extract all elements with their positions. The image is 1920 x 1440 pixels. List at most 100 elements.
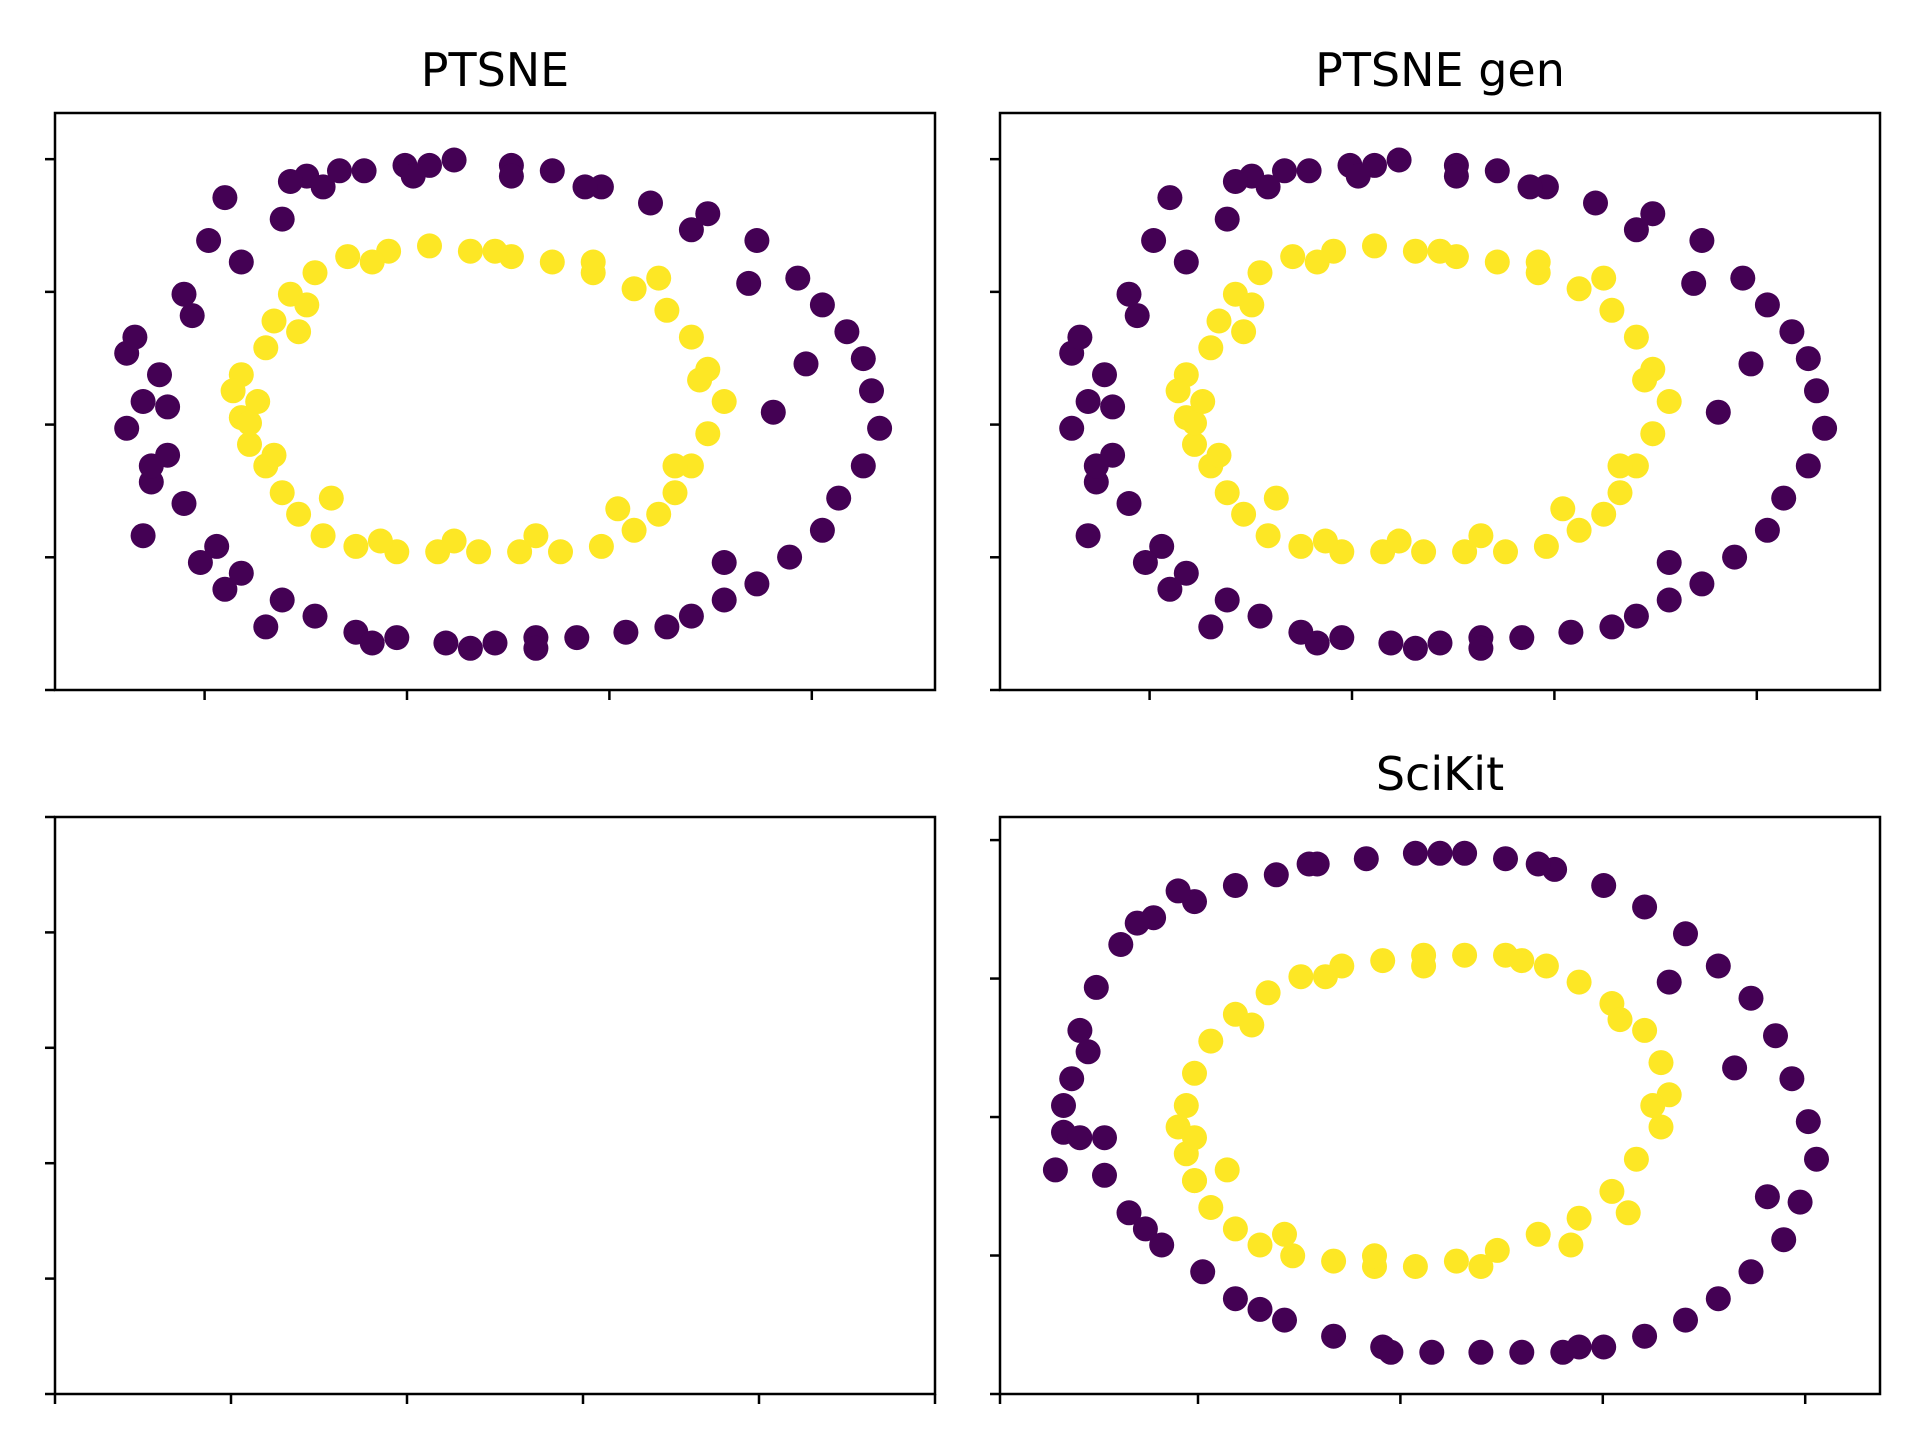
scatter-point-outer	[1165, 878, 1191, 904]
panel-ptsne-gen: PTSNE gen	[990, 43, 1882, 700]
scatter-point-outer	[1722, 1055, 1748, 1081]
scatter-point-inner	[1263, 485, 1289, 511]
scatter-point-outer	[1656, 550, 1682, 575]
scatter-point-outer	[1730, 265, 1756, 291]
scatter-point-outer	[1386, 147, 1412, 173]
scatter-point-inner	[1190, 389, 1216, 414]
scatter-point-inner	[335, 244, 361, 270]
scatter-point-inner	[1452, 539, 1478, 565]
scatter-point-inner	[1312, 528, 1338, 554]
scatter-point-inner	[1468, 523, 1494, 549]
scatter-point-outer	[1247, 603, 1273, 629]
scatter-point-outer	[736, 270, 762, 296]
scatter-point-outer	[867, 415, 893, 441]
scatter-point-outer	[785, 265, 811, 291]
scatter-point-outer	[1092, 1162, 1117, 1188]
scatter-point-outer	[1771, 1227, 1797, 1253]
scatter-point-inner	[1198, 1028, 1224, 1054]
panel-title: PTSNE gen	[1315, 43, 1565, 97]
scatter-point-outer	[1468, 1339, 1494, 1365]
scatter-point-outer	[1509, 625, 1535, 651]
scatter-point-outer	[1092, 362, 1117, 388]
scatter-point-outer	[1132, 1216, 1158, 1242]
scatter-point-inner	[1452, 942, 1478, 968]
scatter-point-inner	[1607, 480, 1633, 506]
scatter-point-outer	[1124, 303, 1150, 329]
axis-ticks	[45, 157, 814, 700]
scatter-point-outer	[638, 190, 663, 216]
scatter-point-outer	[744, 228, 770, 253]
scatter-point-inner	[261, 442, 287, 468]
scatter-point-inner	[1247, 1232, 1273, 1258]
scatter-point-outer	[1149, 533, 1175, 559]
scatter-point-outer	[1623, 603, 1649, 629]
scatter-point-inner	[1427, 238, 1453, 264]
scatter-point-inner	[1255, 980, 1281, 1006]
scatter-point-inner	[1288, 964, 1314, 990]
scatter-points	[1042, 840, 1829, 1365]
scatter-point-outer	[711, 587, 737, 613]
scatter-point-outer	[1689, 571, 1715, 597]
scatter-point-outer	[695, 201, 721, 227]
scatter-point-outer	[1378, 630, 1404, 656]
scatter-point-outer	[539, 158, 565, 184]
scatter-point-inner	[457, 238, 483, 264]
panel-ptsne: PTSNE	[45, 43, 937, 700]
scatter-point-outer	[269, 206, 295, 232]
scatter-point-outer	[1525, 851, 1551, 877]
scatter-point-outer	[179, 303, 205, 329]
scatter-point-outer	[228, 560, 254, 586]
scatter-point-outer	[204, 533, 230, 559]
scatter-point-outer	[1632, 1323, 1658, 1349]
scatter-point-outer	[760, 399, 786, 425]
scatter-point-inner	[646, 501, 672, 527]
scatter-point-outer	[384, 625, 410, 651]
scatter-point-outer	[1075, 523, 1101, 549]
scatter-point-inner	[695, 421, 721, 447]
scatter-point-outer	[809, 292, 835, 318]
scatter-point-inner	[1206, 308, 1232, 334]
scatter-point-outer	[564, 625, 590, 651]
scatter-point-outer	[1509, 1339, 1535, 1365]
scatter-point-outer	[678, 217, 704, 243]
scatter-point-inner	[1640, 421, 1666, 447]
scatter-point-outer	[1157, 185, 1183, 211]
scatter-point-outer	[1198, 614, 1224, 640]
scatter-point-outer	[1623, 217, 1649, 243]
scatter-point-outer	[1689, 228, 1715, 253]
scatter-point-outer	[130, 523, 156, 549]
scatter-point-outer	[744, 571, 770, 597]
scatter-point-outer	[114, 415, 140, 441]
scatter-point-outer	[1493, 846, 1518, 872]
scatter-point-inner	[662, 480, 688, 506]
scatter-point-inner	[1623, 1146, 1649, 1172]
scatter-point-outer	[1100, 394, 1126, 420]
scatter-point-inner	[1411, 539, 1437, 565]
scatter-point-inner	[1402, 238, 1428, 264]
scatter-point-outer	[1763, 1023, 1788, 1049]
scatter-point-outer	[1484, 158, 1510, 184]
scatter-point-inner	[1402, 1254, 1428, 1279]
scatter-point-inner	[1239, 292, 1265, 318]
scatter-point-outer	[212, 576, 238, 602]
scatter-point-outer	[1067, 324, 1093, 350]
scatter-point-outer	[1812, 415, 1838, 441]
scatter-point-inner	[417, 233, 442, 259]
scatter-point-outer	[1468, 635, 1494, 661]
scatter-point-outer	[1116, 281, 1142, 307]
scatter-point-inner	[1533, 953, 1559, 979]
scatter-point-inner	[1386, 528, 1412, 554]
scatter-point-outer	[1795, 453, 1821, 479]
scatter-point-outer	[523, 635, 549, 661]
scatter-point-outer	[171, 281, 197, 307]
scatter-point-outer	[1214, 587, 1240, 613]
scatter-point-outer	[171, 491, 197, 516]
scatter-point-outer	[1419, 1339, 1445, 1365]
scatter-point-inner	[294, 292, 320, 318]
scatter-point-inner	[1280, 1243, 1306, 1269]
scatter-point-outer	[572, 174, 598, 200]
scatter-point-outer	[1149, 1232, 1175, 1258]
scatter-point-inner	[1182, 1060, 1207, 1086]
scatter-point-outer	[1296, 851, 1322, 877]
